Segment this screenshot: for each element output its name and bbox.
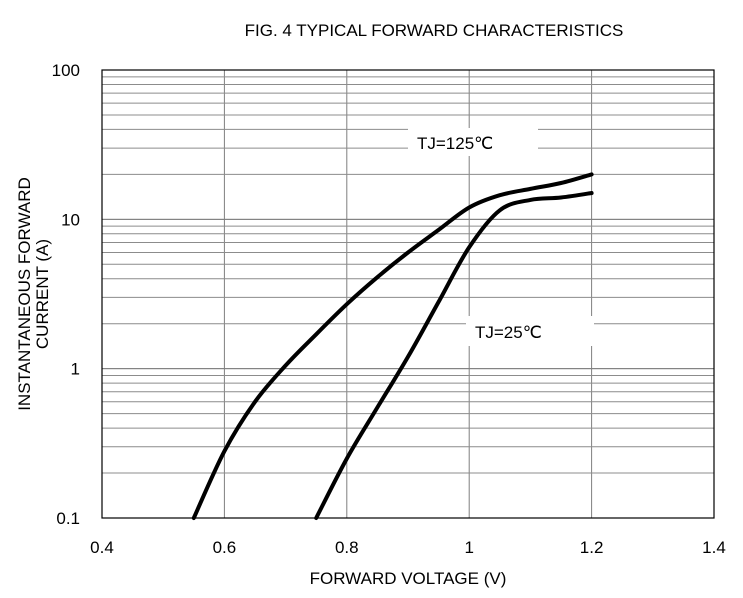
- x-tick-label: 1.2: [580, 538, 604, 557]
- y-tick-label: 100: [52, 61, 80, 80]
- series-label-25: TJ=25℃: [475, 323, 542, 342]
- series-label-box-25: [466, 316, 594, 346]
- x-tick-label: 0.4: [90, 538, 114, 557]
- y-tick-label: 1: [71, 360, 80, 379]
- x-tick-label: 0.8: [335, 538, 359, 557]
- series-label-box-125: [408, 128, 538, 156]
- y-axis-label-line2: CURRENT (A): [33, 239, 52, 349]
- series-line-tj125: [191, 172, 594, 520]
- y-axis-label-line1: INSTANTANEOUS FORWARD: [15, 177, 34, 411]
- x-axis-label: FORWARD VOLTAGE (V): [310, 569, 507, 588]
- x-tick-label: 1: [464, 538, 473, 557]
- chart-title: FIG. 4 TYPICAL FORWARD CHARACTERISTICS: [245, 21, 624, 40]
- x-tick-labels: 0.4 0.6 0.8 1 1.2 1.4: [90, 538, 726, 557]
- x-tick-label: 0.6: [213, 538, 237, 557]
- y-tick-label: 10: [61, 210, 80, 229]
- series-label-125: TJ=125℃: [417, 134, 493, 153]
- x-tick-label: 1.4: [702, 538, 726, 557]
- y-tick-labels: 0.1 1 10 100: [52, 61, 80, 528]
- plot-frame: [101, 69, 715, 519]
- y-tick-label: 0.1: [56, 509, 80, 528]
- series-line-tj25: [314, 191, 594, 520]
- curves: [191, 172, 594, 520]
